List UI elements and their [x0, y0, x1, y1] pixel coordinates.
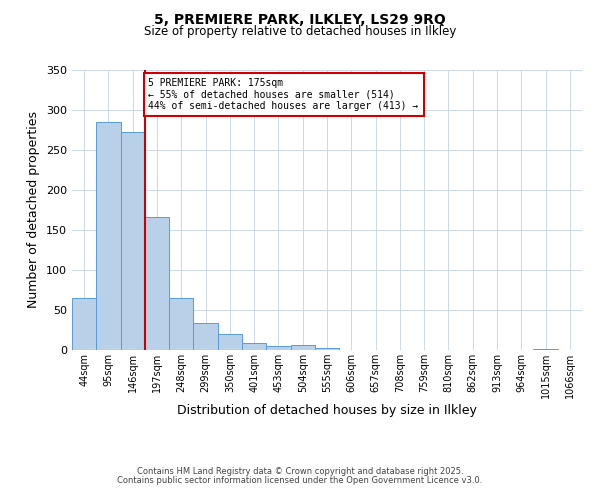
Bar	[169, 298, 193, 350]
Y-axis label: Number of detached properties: Number of detached properties	[28, 112, 40, 308]
Text: 5, PREMIERE PARK, ILKLEY, LS29 9RQ: 5, PREMIERE PARK, ILKLEY, LS29 9RQ	[154, 12, 446, 26]
Bar	[218, 334, 242, 350]
Bar	[121, 132, 145, 350]
X-axis label: Distribution of detached houses by size in Ilkley: Distribution of detached houses by size …	[177, 404, 477, 416]
Bar	[96, 122, 121, 350]
Bar	[72, 298, 96, 350]
Bar	[266, 346, 290, 350]
Text: Size of property relative to detached houses in Ilkley: Size of property relative to detached ho…	[144, 25, 456, 38]
Bar	[315, 348, 339, 350]
Text: 5 PREMIERE PARK: 175sqm
← 55% of detached houses are smaller (514)
44% of semi-d: 5 PREMIERE PARK: 175sqm ← 55% of detache…	[149, 78, 419, 111]
Bar	[533, 349, 558, 350]
Bar	[242, 343, 266, 350]
Bar	[193, 323, 218, 350]
Text: Contains HM Land Registry data © Crown copyright and database right 2025.: Contains HM Land Registry data © Crown c…	[137, 467, 463, 476]
Bar	[290, 345, 315, 350]
Bar	[145, 217, 169, 350]
Text: Contains public sector information licensed under the Open Government Licence v3: Contains public sector information licen…	[118, 476, 482, 485]
